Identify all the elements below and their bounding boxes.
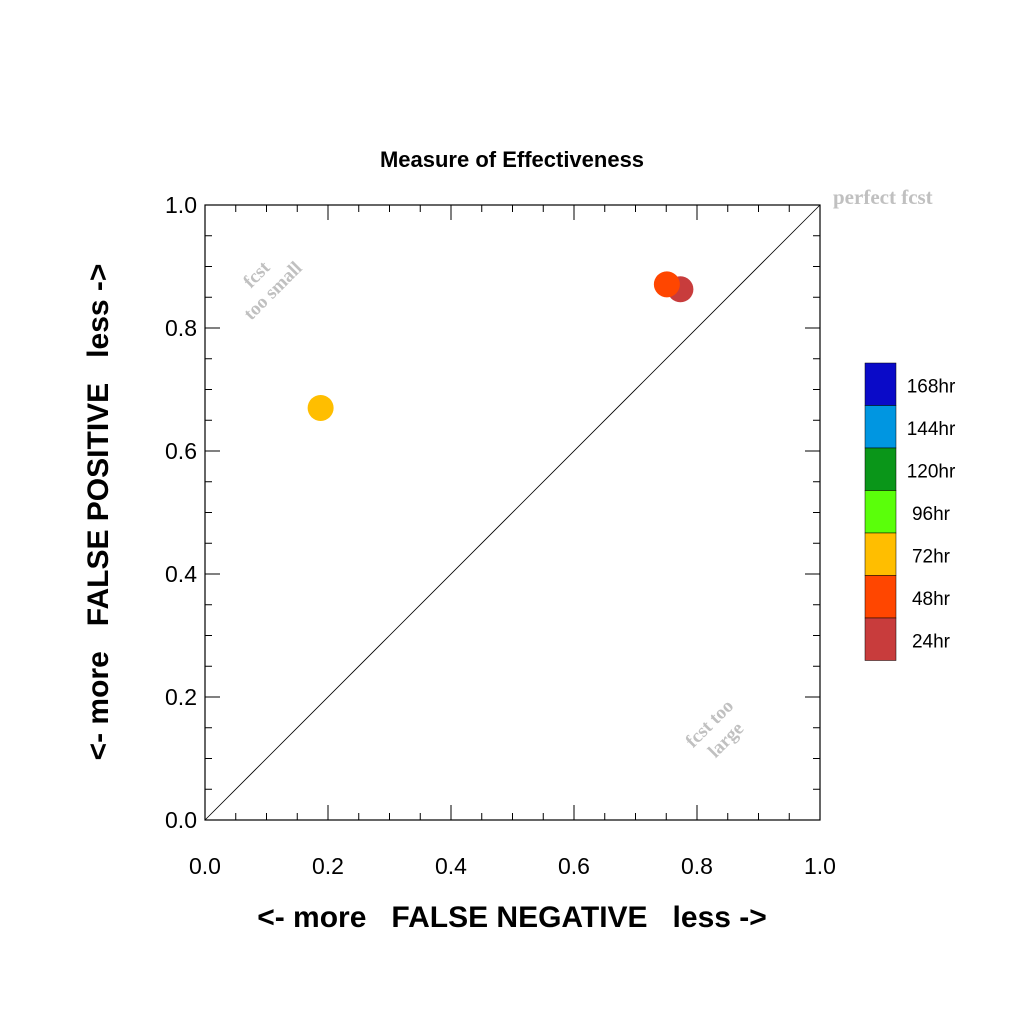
x-tick-label: 0.0	[189, 853, 221, 879]
data-point-72hr	[307, 394, 334, 421]
chart-title: Measure of Effectiveness	[380, 147, 644, 172]
legend-label-72hr: 72hr	[912, 546, 951, 567]
y-tick-label: 0.8	[165, 315, 197, 341]
legend-swatch-24hr	[864, 617, 897, 661]
y-tick-label: 0.6	[165, 438, 197, 464]
legend-swatch-168hr	[864, 362, 897, 406]
x-tick-label: 0.8	[681, 853, 713, 879]
x-tick-label: 1.0	[804, 853, 836, 879]
legend-swatch-144hr	[864, 405, 897, 449]
legend: 168hr 144hr 120hr 96hr 72hr 48hr 24hr	[864, 362, 956, 661]
fcst-too-large-annotation: fcst too large	[682, 696, 748, 762]
y-tick-label: 0.0	[165, 807, 197, 833]
x-tick-label: 0.4	[435, 853, 467, 879]
legend-label-120hr: 120hr	[907, 461, 956, 482]
legend-label-48hr: 48hr	[912, 589, 951, 610]
y-tick-label: 1.0	[165, 192, 197, 218]
legend-label-168hr: 168hr	[907, 376, 956, 397]
perfect-fcst-annotation: perfect fcst	[833, 185, 933, 209]
fcst-too-small-annotation: fcst too small	[239, 257, 306, 325]
x-axis-label: <- more FALSE NEGATIVE less ->	[257, 901, 767, 934]
legend-swatch-120hr	[864, 447, 897, 491]
y-tick-label: 0.2	[165, 684, 197, 710]
legend-swatch-96hr	[864, 490, 897, 534]
y-axis-label: <- more FALSE POSITIVE less ->	[82, 264, 115, 761]
legend-swatch-72hr	[864, 532, 897, 576]
x-tick-label: 0.6	[558, 853, 590, 879]
y-tick-label: 0.4	[165, 561, 197, 587]
legend-label-96hr: 96hr	[912, 504, 951, 525]
legend-label-144hr: 144hr	[907, 419, 956, 440]
legend-swatch-48hr	[864, 575, 897, 619]
legend-label-24hr: 24hr	[912, 631, 951, 652]
plot-area: 0.0 0.2 0.4 0.6 0.8 1.0 0.0 0.2 0.4 0.6 0.8 1.0	[165, 192, 836, 879]
data-point-48hr	[653, 271, 680, 298]
x-tick-label: 0.2	[312, 853, 344, 879]
diagonal-line	[204, 204, 821, 821]
